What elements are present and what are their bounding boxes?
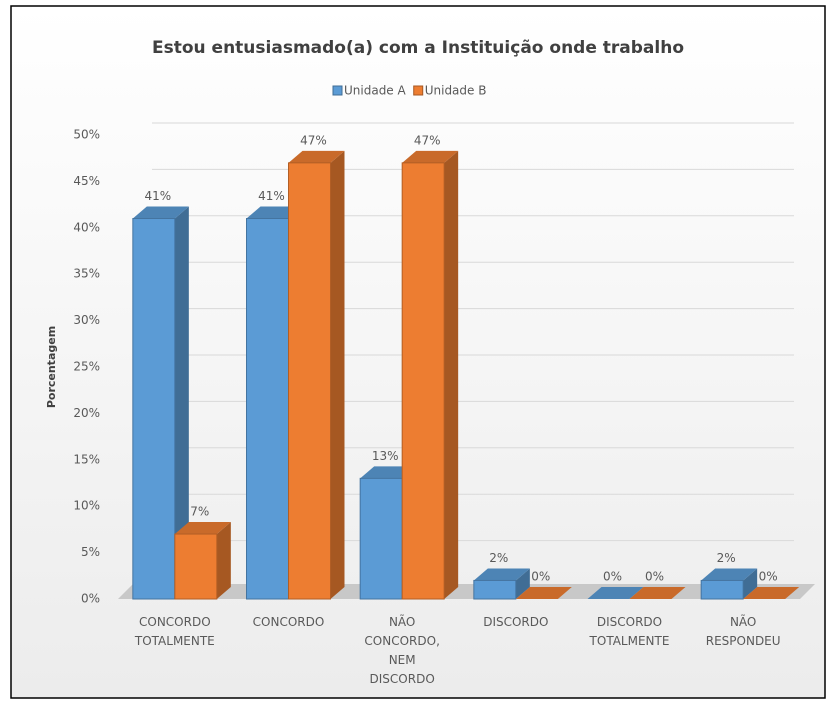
- x-tick-label: CONCORDO: [253, 615, 325, 629]
- y-tick-label: 0%: [81, 592, 100, 606]
- bar-side: [330, 150, 345, 599]
- y-tick-label: 30%: [73, 313, 100, 327]
- x-tick-label: DISCORDO: [483, 615, 548, 629]
- legend-swatch: [332, 85, 343, 96]
- x-tick-label: CONCORDO TOTALMENTE: [134, 615, 215, 648]
- bar: [359, 477, 403, 600]
- y-tick-label: 15%: [73, 452, 100, 466]
- bar-top: [174, 522, 231, 535]
- y-tick-label: 50%: [73, 128, 100, 142]
- bar-top: [402, 150, 459, 163]
- bar: [473, 579, 517, 600]
- y-tick-label: 45%: [73, 174, 100, 188]
- data-label: 0%: [531, 570, 550, 584]
- bar-top: [473, 568, 530, 581]
- bar-top: [701, 568, 758, 581]
- data-label: 2%: [717, 551, 736, 565]
- bar: [174, 533, 218, 600]
- bar-top: [288, 150, 345, 163]
- bar: [700, 579, 744, 600]
- y-tick-label: 35%: [73, 267, 100, 281]
- data-label: 0%: [645, 570, 664, 584]
- bar: [132, 218, 176, 600]
- bar-top: [132, 206, 189, 219]
- y-axis-label: Porcentagem: [45, 326, 58, 408]
- data-label: 47%: [414, 133, 441, 147]
- y-tick-label: 20%: [73, 406, 100, 420]
- x-tick-label: DISCORDO TOTALMENTE: [589, 615, 670, 648]
- bar-top: [629, 587, 686, 599]
- y-tick-label: 40%: [73, 220, 100, 234]
- data-label: 47%: [300, 133, 327, 147]
- data-label: 13%: [372, 449, 399, 463]
- bar-top: [515, 587, 572, 599]
- data-label: 0%: [759, 570, 778, 584]
- x-tick-label: NÃO RESPONDEU: [706, 614, 781, 648]
- bar: [401, 162, 445, 600]
- legend-label: Unidade A: [344, 84, 407, 98]
- bar-side: [515, 568, 530, 599]
- y-tick-label: 5%: [81, 545, 100, 559]
- bar-top: [587, 587, 644, 599]
- legend-label: Unidade B: [425, 84, 487, 98]
- bar-side: [743, 568, 758, 599]
- bar-side: [444, 150, 459, 599]
- bar: [246, 218, 289, 600]
- y-tick-label: 10%: [73, 499, 100, 513]
- data-label: 41%: [258, 189, 285, 203]
- legend-swatch: [413, 85, 424, 96]
- data-label: 7%: [190, 505, 209, 519]
- data-label: 41%: [144, 189, 171, 203]
- data-label: 0%: [603, 570, 622, 584]
- data-label: 2%: [489, 551, 508, 565]
- y-tick-label: 25%: [73, 360, 100, 374]
- chart-title: Estou entusiasmado(a) com a Instituição …: [152, 38, 684, 58]
- bar-side: [216, 522, 231, 599]
- bar: [288, 162, 331, 600]
- bar-side: [174, 206, 189, 599]
- bar-top: [743, 587, 800, 599]
- x-tick-label: NÃO CONCORDO, NEM DISCORDO: [364, 614, 439, 686]
